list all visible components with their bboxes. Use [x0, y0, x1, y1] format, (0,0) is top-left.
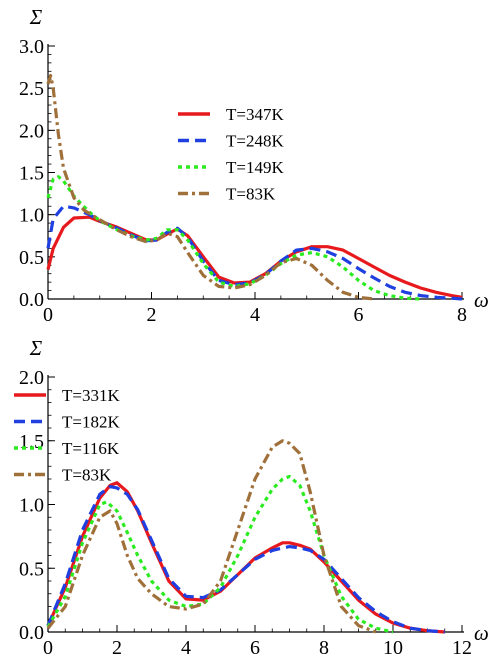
x-tick-label: 10	[383, 637, 403, 659]
x-tick-label: 0	[43, 304, 53, 326]
legend-label: T=149K	[226, 158, 284, 177]
legend: T=347K T=248K T=149K T=83K	[178, 105, 284, 204]
series-line-1	[46, 481, 445, 634]
legend-label: T=83K	[62, 466, 112, 485]
series-line-2	[46, 485, 445, 634]
series-line-4	[46, 73, 375, 301]
x-tick-label: 4	[250, 304, 260, 326]
x-tick-label: 4	[181, 637, 191, 659]
y-tick-label: 2.0	[19, 367, 44, 389]
y-tick-label: 1.5	[19, 163, 44, 185]
x-tick-label: 2	[147, 304, 157, 326]
y-tick-label: 1.0	[19, 205, 44, 227]
x-tick-label: 8	[319, 637, 329, 659]
x-axis-label: ω	[474, 288, 489, 312]
y-axis-label: Σ	[29, 336, 43, 360]
legend: T=331K T=182K T=116K T=83K	[14, 386, 120, 485]
legend-label: T=347K	[226, 105, 284, 124]
chart-panel-2: 0 2 4 6 8 10 120.00.51.01.52.0ΣωT=331KT=182KT=…	[14, 336, 489, 659]
x-axis-label: ω	[474, 621, 489, 645]
y-axis-label: Σ	[29, 5, 43, 29]
y-tick-label: 0.5	[19, 247, 44, 269]
y-tick-label: 0.0	[19, 289, 44, 311]
y-tick-label: 2.5	[19, 78, 44, 100]
x-tick-label: 8	[457, 304, 467, 326]
y-tick-label: 0.0	[19, 622, 44, 644]
x-tick-label: 6	[354, 304, 364, 326]
y-tick-label: 3.0	[19, 36, 44, 58]
x-tick-label: 2	[112, 637, 122, 659]
x-tick-label: 0	[43, 637, 53, 659]
legend-label: T=116K	[62, 439, 120, 458]
series-line-4	[46, 439, 377, 634]
x-tick-label: 12	[452, 637, 472, 659]
y-tick-label: 2.0	[19, 120, 44, 142]
legend-label: T=182K	[62, 413, 120, 432]
series-line-1	[46, 215, 463, 299]
chart-panel-1: 0 2 4 6 8 0.0 0.5 1.0 1.5 2.0 2.5 3.0 Σω T=347K T=248K…	[19, 5, 489, 326]
series-line-2	[46, 204, 463, 301]
series-line-3	[46, 175, 421, 301]
legend-label: T=248K	[226, 132, 284, 151]
legend-label: T=83K	[226, 185, 276, 204]
y-tick-label: 1.0	[19, 495, 44, 517]
y-tick-label: 0.5	[19, 558, 44, 580]
legend-label: T=331K	[62, 386, 120, 405]
x-tick-label: 6	[250, 637, 260, 659]
